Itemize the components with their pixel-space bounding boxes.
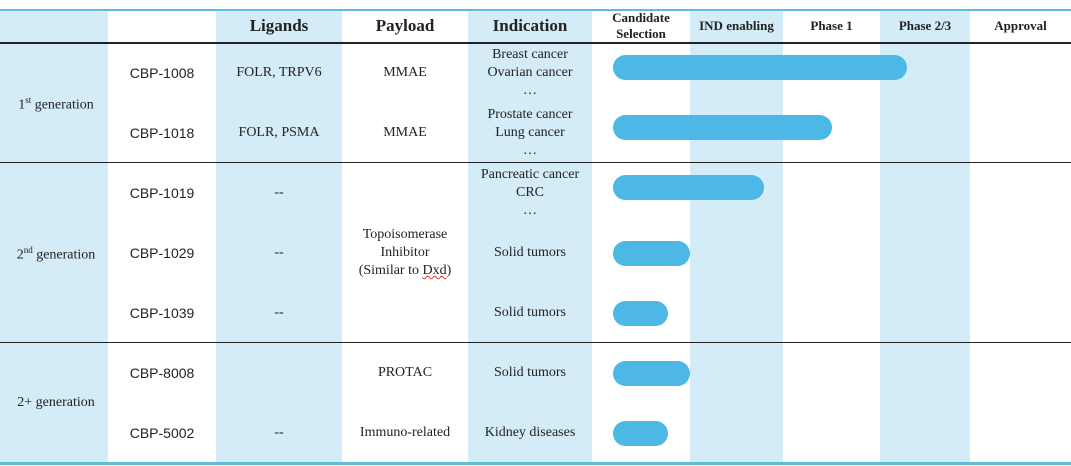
column-stripe — [216, 10, 342, 463]
generation-1st: 1st generation — [18, 95, 94, 113]
indication-line: Solid tumors — [494, 365, 566, 380]
payload-cell: MMAE — [383, 65, 427, 80]
divider — [0, 342, 1071, 343]
ligands-cell: FOLR, TRPV6 — [236, 65, 322, 80]
candidate-id: CBP-8008 — [129, 365, 195, 381]
indication-line: Breast cancer — [492, 47, 568, 62]
indication-line: Pancreatic cancer — [480, 167, 580, 182]
header-phase-2-3: Phase 2/3 — [898, 18, 952, 33]
indication-cell: Solid tumors — [468, 343, 592, 403]
indication-line: Solid tumors — [494, 245, 566, 260]
generation-2nd: 2nd generation — [16, 245, 96, 263]
column-stripe — [468, 10, 592, 463]
candidate-id: CBP-1039 — [129, 305, 195, 321]
indication-cell: Solid tumors — [468, 283, 592, 343]
payload-cell: Immuno-related — [359, 425, 451, 440]
payload-topoisomerase: Topoisomerase Inhibitor (Similar to Dxd) — [358, 227, 452, 278]
candidate-id: CBP-1029 — [129, 245, 195, 261]
indication-line: … — [522, 203, 537, 218]
generation-2plus: 2+ generation — [17, 395, 95, 410]
indication-cell: Breast cancer Ovarian cancer … — [468, 43, 592, 103]
indication-line: … — [522, 83, 537, 98]
progress-bar — [613, 175, 765, 200]
header-approval: Approval — [994, 18, 1047, 33]
indication-cell: Pancreatic cancer CRC … — [468, 163, 592, 223]
divider — [0, 42, 1071, 44]
indication-line: Solid tumors — [494, 305, 566, 320]
header-payload: Payload — [375, 16, 435, 35]
divider — [0, 162, 1071, 163]
indication-cell: Solid tumors — [468, 223, 592, 283]
header-phase-1: Phase 1 — [810, 18, 853, 33]
progress-bar — [613, 421, 669, 446]
indication-cell: Prostate cancer Lung cancer … — [468, 103, 592, 163]
progress-bar — [613, 115, 832, 140]
indication-line: Prostate cancer — [487, 107, 573, 122]
indication-line: … — [523, 143, 537, 158]
indication-line: Ovarian cancer — [487, 65, 573, 80]
column-stripe — [0, 10, 108, 463]
ligands-cell: -- — [274, 305, 284, 320]
header-ind-enabling: IND enabling — [699, 18, 774, 33]
progress-bar — [613, 301, 669, 326]
candidate-id: CBP-1018 — [129, 125, 195, 141]
ligands-cell: -- — [274, 245, 284, 260]
payload-cell: MMAE — [383, 125, 427, 140]
top-border — [0, 9, 1071, 11]
candidate-id: CBP-5002 — [129, 425, 195, 441]
column-stripe — [880, 10, 970, 463]
header-candidate-selection: Candidate Selection — [612, 10, 670, 41]
header-indication: Indication — [492, 16, 568, 35]
ligands-cell — [216, 343, 342, 403]
ligands-cell: -- — [274, 425, 284, 440]
indication-cell: Kidney diseases — [468, 403, 592, 463]
payload-cell: PROTAC — [377, 365, 433, 380]
indication-line: CRC — [515, 185, 544, 200]
candidate-id: CBP-1019 — [129, 185, 195, 201]
ligands-cell: -- — [274, 185, 284, 200]
indication-line: Lung cancer — [495, 125, 565, 140]
ligands-cell: FOLR, PSMA — [238, 125, 320, 140]
column-stripe — [690, 10, 783, 463]
progress-bar — [613, 361, 690, 386]
bottom-border — [0, 462, 1071, 465]
progress-bar — [613, 55, 907, 80]
candidate-id: CBP-1008 — [129, 65, 195, 81]
header-ligands: Ligands — [249, 16, 309, 35]
indication-line: Kidney diseases — [484, 425, 576, 440]
progress-bar — [613, 241, 690, 266]
